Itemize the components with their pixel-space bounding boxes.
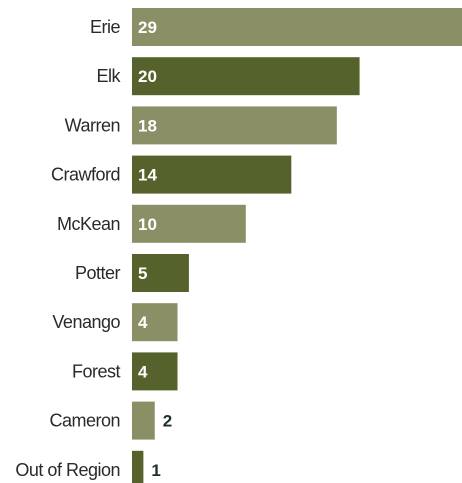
category-label: Venango (52, 312, 120, 332)
bar (132, 401, 155, 440)
bar-group: Venango 4 (52, 303, 178, 342)
category-label: McKean (57, 214, 120, 234)
category-label: Cameron (49, 411, 120, 431)
value-label: 29 (138, 18, 157, 37)
bar-group: Erie 29 (90, 8, 462, 46)
category-label: Elk (96, 66, 121, 86)
value-label: 10 (138, 215, 157, 234)
bar (132, 303, 178, 342)
bar-group: Forest 4 (72, 352, 178, 391)
value-label: 4 (138, 313, 148, 332)
bar (132, 8, 462, 46)
bar-group: Warren 18 (65, 106, 337, 145)
bar (132, 155, 292, 194)
bar-group: Out of Region 1 (15, 450, 161, 483)
bar (132, 450, 144, 483)
bar (132, 204, 246, 243)
value-label: 5 (138, 264, 147, 283)
bar (132, 106, 337, 145)
category-label: Forest (72, 361, 121, 381)
bar-group: Crawford 14 (51, 155, 292, 194)
value-label: 1 (151, 461, 160, 480)
bar-group: Elk 20 (96, 57, 360, 96)
bar-group: Potter 5 (75, 254, 189, 292)
value-label: 4 (138, 362, 148, 381)
bar (132, 254, 189, 292)
category-label: Crawford (51, 165, 120, 185)
value-label: 14 (138, 166, 157, 185)
category-label: Potter (75, 263, 121, 283)
bar (132, 57, 360, 96)
value-label: 20 (138, 67, 157, 86)
value-label: 18 (138, 116, 157, 135)
category-label: Warren (65, 115, 120, 135)
bar-group: McKean 10 (57, 204, 246, 243)
category-label: Erie (90, 17, 120, 37)
value-label: 2 (163, 412, 172, 431)
bar (132, 352, 178, 391)
category-label: Out of Region (15, 460, 120, 480)
bar-group: Cameron 2 (49, 401, 172, 440)
